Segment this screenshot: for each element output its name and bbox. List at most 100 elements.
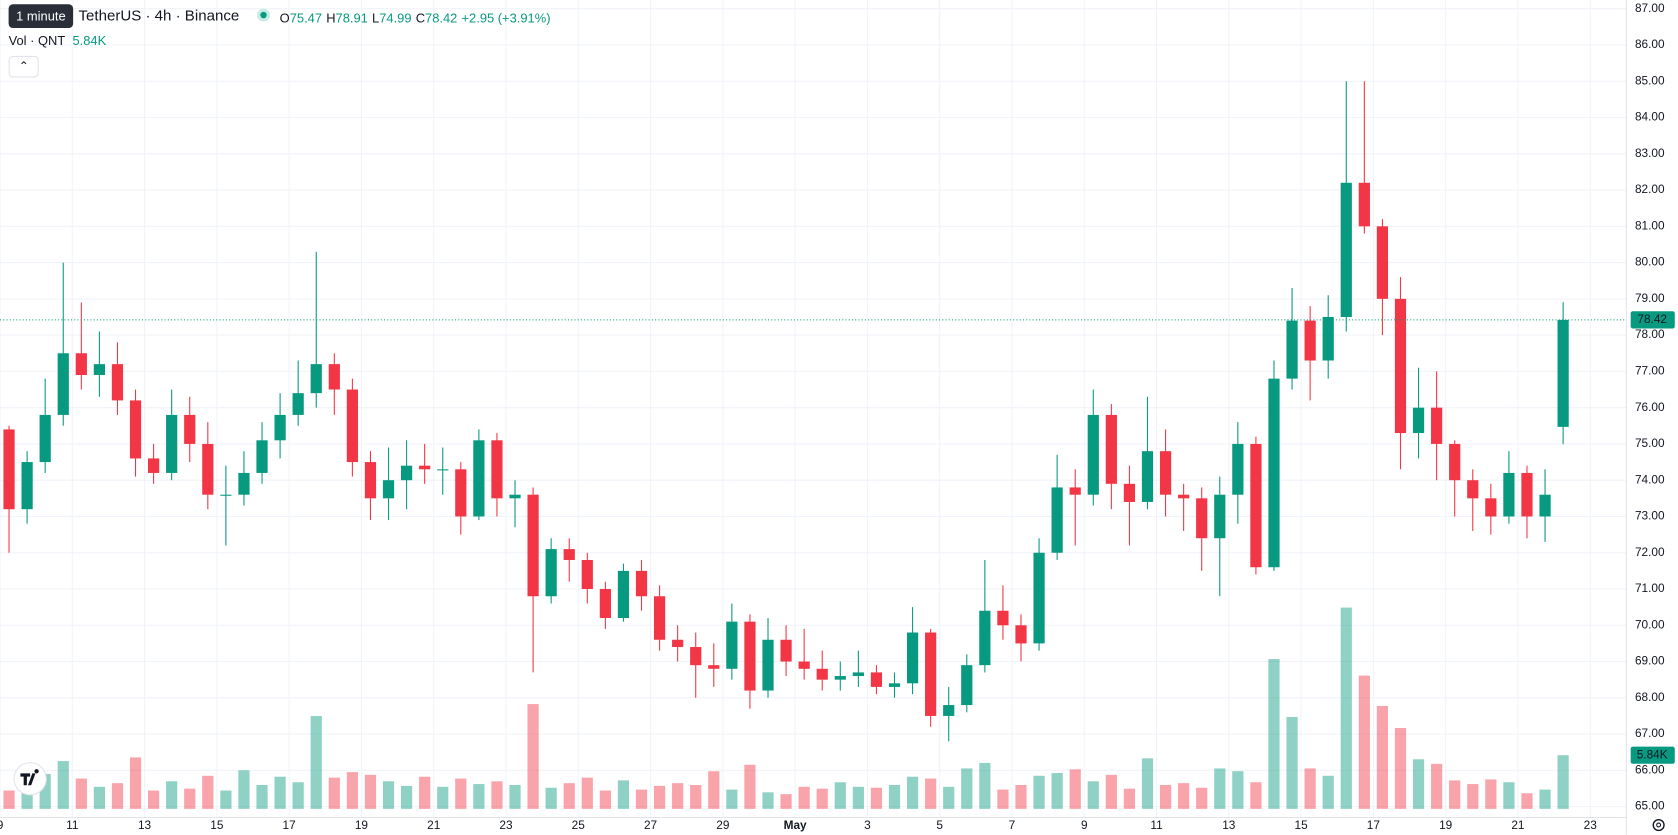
- volume-bar: [1485, 779, 1497, 809]
- y-tick-label: 85.00: [1635, 73, 1665, 87]
- volume-bar: [364, 774, 377, 809]
- candle-body: [1286, 320, 1298, 379]
- candle-body: [1069, 487, 1081, 495]
- volume-bar: [437, 786, 449, 809]
- candle-body: [1503, 472, 1515, 517]
- volume-bar: [1376, 705, 1389, 809]
- volume-bar: [129, 757, 142, 809]
- volume-bar: [1304, 768, 1316, 809]
- volume-bar: [888, 784, 901, 809]
- candle-body: [1087, 414, 1099, 495]
- x-tick-label: 3: [864, 818, 871, 832]
- x-tick-label: 9: [1081, 818, 1088, 832]
- volume-bar: [455, 778, 467, 809]
- y-tick-label: 74.00: [1635, 472, 1665, 486]
- candle-body: [798, 661, 810, 669]
- volume-bar: [1286, 716, 1298, 809]
- volume-bar: [1015, 784, 1027, 809]
- volume-bar: [798, 786, 810, 809]
- ohlc-key: O: [279, 10, 290, 26]
- candle-body: [1431, 407, 1443, 444]
- settings-hub: [1656, 822, 1662, 828]
- x-tick-label: 29: [716, 818, 730, 832]
- candle-body: [1141, 451, 1154, 502]
- candle-body: [816, 668, 828, 680]
- volume-bar: [1250, 782, 1262, 809]
- candle-body: [545, 549, 557, 597]
- volume-bar: [870, 787, 883, 809]
- logo-mark: [20, 769, 39, 786]
- status-dot-inner: [260, 11, 267, 19]
- volume-bar: [1141, 758, 1154, 809]
- ohlc-value: 78.91: [335, 10, 368, 26]
- volume-bar: [1449, 780, 1461, 809]
- candle-body: [1412, 407, 1425, 434]
- candle-body: [708, 665, 720, 669]
- volume-bar: [690, 784, 702, 809]
- candle-body: [672, 639, 684, 648]
- volume-bar: [292, 782, 304, 809]
- volume-bar: [57, 761, 69, 809]
- y-tick-label: 80.00: [1635, 255, 1665, 269]
- volume-bar: [1268, 659, 1280, 809]
- volume-bar: [1503, 782, 1515, 809]
- volume-bar: [1431, 763, 1443, 809]
- candle-body: [852, 672, 864, 677]
- volume-bar: [1178, 783, 1190, 809]
- candle-body: [997, 610, 1009, 626]
- candle-body: [455, 469, 467, 517]
- x-tick-label: 19: [1439, 818, 1453, 832]
- candle-body: [491, 440, 503, 499]
- logo-circle: [13, 762, 47, 796]
- candle-body: [1214, 494, 1226, 539]
- x-tick-label: 23: [499, 818, 513, 832]
- volume-bar: [1159, 784, 1172, 809]
- volume-bar: [75, 778, 87, 809]
- candle-body: [1250, 443, 1262, 568]
- collapse-button[interactable]: ⌃: [8, 55, 39, 78]
- x-tick-label: 5: [936, 818, 943, 832]
- symbol-title[interactable]: TetherUS · 4h · Binance: [78, 6, 240, 24]
- x-tick-label: 13: [1222, 818, 1236, 832]
- volume-bar: [1087, 781, 1099, 809]
- candle-body: [635, 570, 648, 597]
- volume-bar: [1069, 769, 1081, 809]
- candle-body: [1105, 414, 1117, 484]
- settings-gear: [1652, 818, 1665, 832]
- candle-body: [1304, 320, 1316, 361]
- volume-bar: [238, 770, 250, 809]
- y-tick-label: 78.00: [1635, 327, 1665, 341]
- y-tick-label: 87.00: [1635, 1, 1665, 15]
- x-tick-label: 9: [0, 818, 4, 832]
- settings-icon[interactable]: [1652, 818, 1665, 832]
- candle-body: [400, 465, 413, 481]
- y-tick-label: 81.00: [1635, 218, 1665, 232]
- candle-body: [1033, 552, 1045, 644]
- candle-body: [328, 364, 340, 390]
- candle-body: [184, 414, 196, 444]
- candle-body: [166, 414, 178, 473]
- volume-badge-label: 5.84K: [1637, 747, 1668, 761]
- volume-bar: [39, 773, 51, 809]
- candle-body: [563, 549, 575, 560]
- change: +2.95 (+3.91%): [461, 10, 551, 26]
- volume-bar: [1539, 789, 1551, 809]
- volume-bar: [979, 762, 991, 809]
- x-tick-label: May: [784, 818, 807, 832]
- y-tick-label: 66.00: [1635, 762, 1665, 776]
- y-tick-label: 83.00: [1635, 146, 1665, 160]
- candle-body: [762, 639, 774, 691]
- candle-body: [1539, 494, 1551, 517]
- candle-body: [39, 414, 51, 463]
- volume-bar: [491, 781, 503, 809]
- candle-body: [1376, 226, 1389, 299]
- candle-body: [3, 429, 15, 510]
- volume-bar: [166, 781, 178, 809]
- ohlc-key: H: [326, 10, 336, 26]
- ohlc-legend: O75.47 H78.91 L74.99 C78.42 +2.95 (+3.91…: [280, 9, 551, 26]
- volume-bar: [816, 788, 828, 809]
- y-tick-label: 69.00: [1635, 654, 1665, 668]
- candle-body: [1232, 443, 1244, 495]
- volume-bar: [672, 783, 684, 809]
- volume-bar: [943, 786, 955, 809]
